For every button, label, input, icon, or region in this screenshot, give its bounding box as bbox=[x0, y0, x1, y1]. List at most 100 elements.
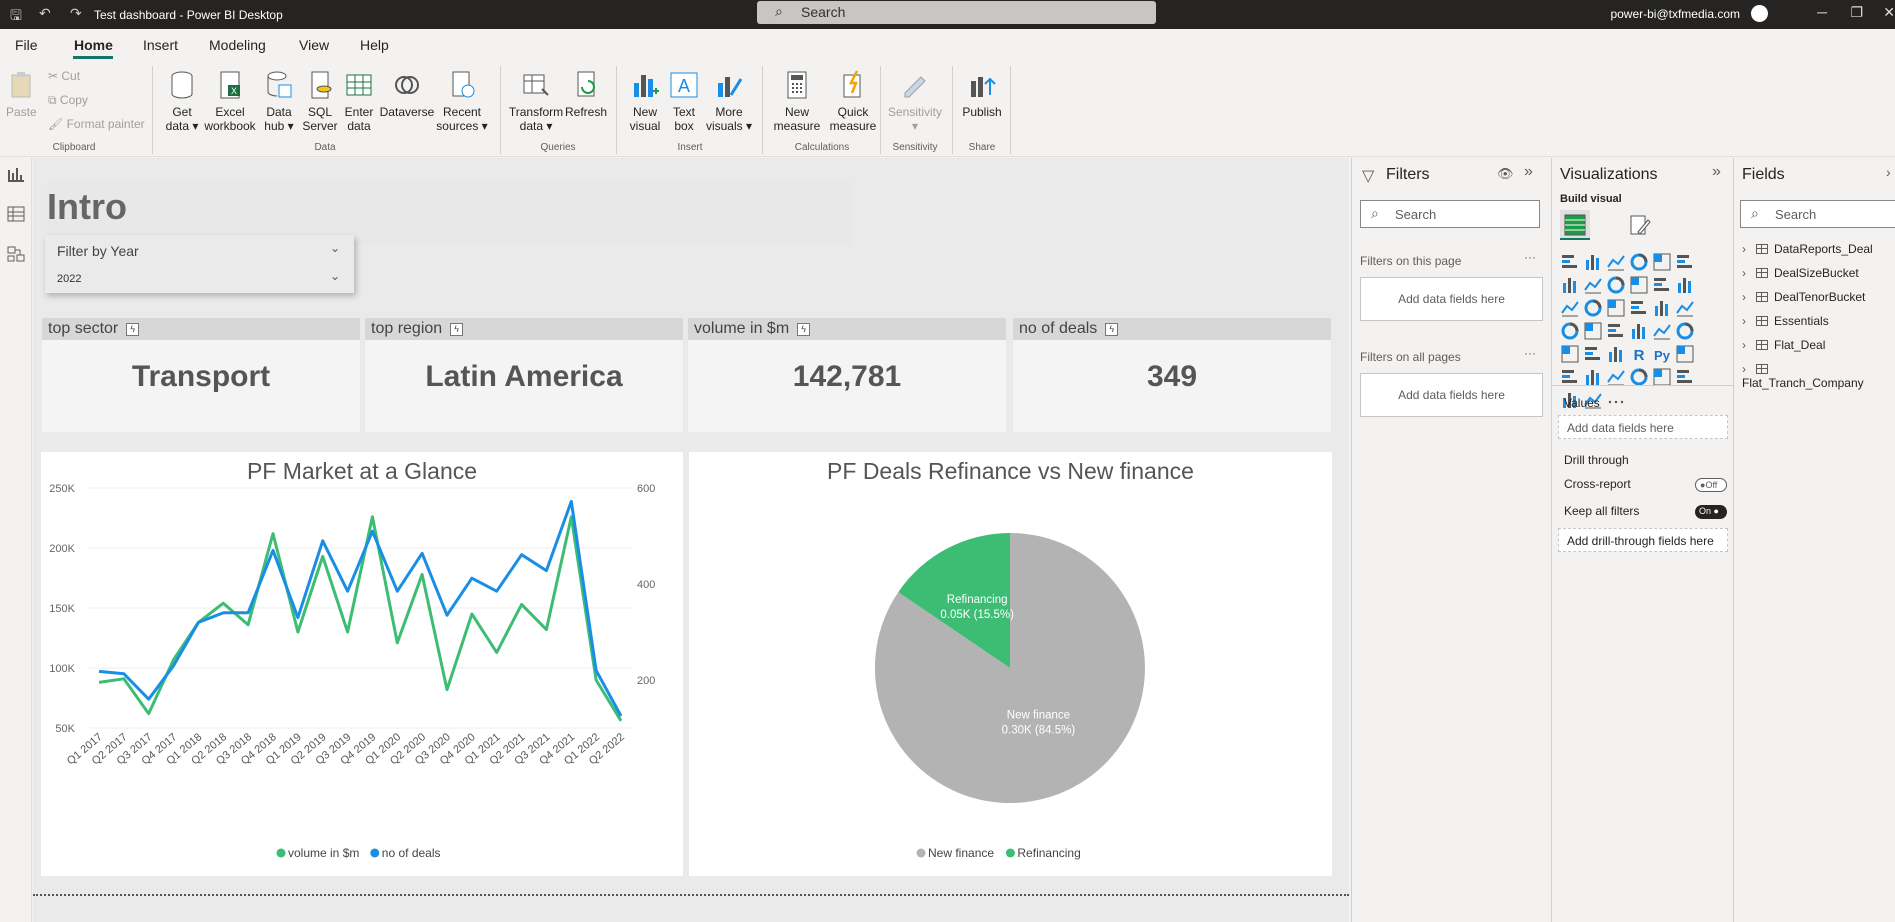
format-visual-icon[interactable] bbox=[1628, 214, 1652, 238]
card-deal-count[interactable]: no of deals ϟ 349 bbox=[1013, 318, 1331, 432]
fields-search[interactable]: ⌕ Search bbox=[1740, 200, 1895, 228]
gauge-icon[interactable] bbox=[1606, 321, 1626, 341]
menu-home[interactable]: Home bbox=[74, 37, 113, 53]
new-visual-button[interactable]: New visual bbox=[624, 69, 666, 133]
scatter-icon[interactable] bbox=[1606, 298, 1626, 318]
quick-measure-button[interactable]: Quick measure bbox=[826, 69, 880, 133]
collapse-icon[interactable]: › bbox=[1886, 164, 1891, 180]
slicer-icon[interactable] bbox=[1560, 344, 1580, 364]
kpi-icon[interactable] bbox=[1675, 321, 1695, 341]
cross-report-toggle[interactable]: ●Off bbox=[1695, 478, 1727, 492]
100-bar-icon[interactable] bbox=[1652, 252, 1672, 272]
transform-data-button[interactable]: Transform data ▾ bbox=[508, 69, 564, 133]
eye-icon[interactable]: 👁 bbox=[1497, 166, 1514, 181]
build-visual-tab[interactable] bbox=[1560, 210, 1590, 240]
data-hub-button[interactable]: Data hub ▾ bbox=[260, 69, 298, 133]
filters-page-well[interactable]: Add data fields here bbox=[1360, 277, 1543, 321]
power-automate-icon[interactable] bbox=[1560, 390, 1580, 410]
qa-icon[interactable] bbox=[1583, 367, 1603, 387]
close-icon[interactable]: ✕ bbox=[1883, 4, 1895, 20]
avatar[interactable] bbox=[1751, 5, 1768, 22]
card-icon[interactable] bbox=[1629, 321, 1649, 341]
field-table-item[interactable]: › DealTenorBucket bbox=[1742, 290, 1866, 304]
menu-insert[interactable]: Insert bbox=[143, 37, 179, 53]
format-painter-button[interactable]: 🖌 Format painter bbox=[48, 117, 145, 131]
sql-server-button[interactable]: SQL Server bbox=[301, 69, 339, 133]
key-influencers-icon[interactable] bbox=[1675, 344, 1695, 364]
menu-file[interactable]: File bbox=[15, 37, 38, 53]
decomposition-tree-icon[interactable] bbox=[1560, 367, 1580, 387]
card-top-sector[interactable]: top sector ϟ Transport bbox=[42, 318, 360, 432]
power-automate-flow-icon[interactable] bbox=[1583, 390, 1603, 410]
clustered-column-icon[interactable] bbox=[1629, 252, 1649, 272]
100-column-icon[interactable] bbox=[1675, 252, 1695, 272]
undo-icon[interactable]: ↶ bbox=[39, 5, 51, 21]
map-icon[interactable] bbox=[1560, 321, 1580, 341]
collapse-icon[interactable]: » bbox=[1712, 163, 1721, 180]
cut-button[interactable]: ✂ Cut bbox=[48, 69, 81, 83]
chevron-down-icon[interactable]: ⌄ bbox=[329, 269, 340, 283]
more-options-icon[interactable]: ··· bbox=[1524, 346, 1536, 360]
field-table-item[interactable]: › Essentials bbox=[1742, 314, 1829, 328]
line-column-icon[interactable] bbox=[1629, 275, 1649, 295]
funnel-chart-icon[interactable] bbox=[1583, 298, 1603, 318]
more-visuals-button[interactable]: More visuals ▾ bbox=[704, 69, 754, 133]
area-chart-icon[interactable] bbox=[1583, 275, 1603, 295]
enter-data-button[interactable]: Enter data bbox=[340, 69, 378, 133]
save-icon[interactable]: 🖫 bbox=[10, 7, 22, 23]
clustered-bar-icon[interactable] bbox=[1606, 252, 1626, 272]
menu-help[interactable]: Help bbox=[360, 37, 389, 53]
field-table-item[interactable]: › Flat_Deal bbox=[1742, 338, 1826, 352]
line-chart-visual[interactable]: PF Market at a Glance 250K 200K 150K 100K 50… bbox=[41, 452, 683, 876]
stacked-area-icon[interactable] bbox=[1606, 275, 1626, 295]
drill-through-well[interactable]: Add drill-through fields here bbox=[1558, 528, 1728, 552]
pie-chart-icon[interactable] bbox=[1629, 298, 1649, 318]
multirow-card-icon[interactable] bbox=[1652, 321, 1672, 341]
model-view-icon[interactable] bbox=[7, 246, 25, 262]
text-box-button[interactable]: A Text box bbox=[666, 69, 702, 133]
stacked-bar-icon[interactable] bbox=[1560, 252, 1580, 272]
r-visual-icon[interactable]: R bbox=[1629, 344, 1649, 364]
copy-button[interactable]: ⧉ Copy bbox=[48, 93, 88, 107]
menu-view[interactable]: View bbox=[299, 37, 330, 53]
menu-modeling[interactable]: Modeling bbox=[209, 37, 266, 53]
chevron-down-icon[interactable]: ⌄ bbox=[329, 241, 340, 255]
report-view-icon[interactable] bbox=[7, 166, 25, 182]
line-clustered-icon[interactable] bbox=[1652, 275, 1672, 295]
new-measure-button[interactable]: New measure bbox=[770, 69, 824, 133]
redo-icon[interactable]: ↷ bbox=[70, 5, 82, 21]
more-visuals-icon[interactable] bbox=[1606, 390, 1626, 410]
values-well[interactable]: Add data fields here bbox=[1558, 415, 1728, 439]
paste-button[interactable]: Paste bbox=[6, 69, 37, 119]
stacked-column-icon[interactable] bbox=[1583, 252, 1603, 272]
line-chart-icon[interactable] bbox=[1560, 275, 1580, 295]
matrix-icon[interactable] bbox=[1606, 344, 1626, 364]
paginated-report-icon[interactable] bbox=[1652, 367, 1672, 387]
data-view-icon[interactable] bbox=[7, 206, 25, 222]
card-volume[interactable]: volume in $m ϟ 142,781 bbox=[688, 318, 1006, 432]
card-top-region[interactable]: top region ϟ Latin America bbox=[365, 318, 683, 432]
field-table-item[interactable]: › DataReports_Deal bbox=[1742, 242, 1873, 256]
search-bar[interactable]: ⌕ Search bbox=[757, 1, 1156, 24]
sensitivity-button[interactable]: Sensitivity ▾ bbox=[886, 69, 944, 133]
restore-icon[interactable]: ❐ bbox=[1850, 4, 1863, 20]
collapse-icon[interactable]: » bbox=[1524, 163, 1533, 180]
refresh-button[interactable]: Refresh bbox=[564, 69, 608, 119]
waterfall-icon[interactable] bbox=[1560, 298, 1580, 318]
filters-all-well[interactable]: Add data fields here bbox=[1360, 373, 1543, 417]
treemap-icon[interactable] bbox=[1675, 298, 1695, 318]
publish-button[interactable]: Publish bbox=[960, 69, 1004, 119]
year-slicer[interactable]: Filter by Year ⌄ 2022 ⌄ bbox=[45, 235, 354, 293]
power-apps-icon[interactable] bbox=[1675, 367, 1695, 387]
ribbon-chart-icon[interactable] bbox=[1675, 275, 1695, 295]
python-visual-icon[interactable]: Py bbox=[1652, 344, 1672, 364]
get-data-button[interactable]: Get data ▾ bbox=[160, 69, 204, 133]
filters-search[interactable]: ⌕ Search bbox=[1360, 200, 1540, 228]
dataverse-button[interactable]: Dataverse bbox=[379, 69, 435, 119]
field-table-item[interactable]: ›Flat_Tranch_Company bbox=[1742, 362, 1864, 390]
recent-sources-button[interactable]: Recent sources ▾ bbox=[436, 69, 488, 133]
more-options-icon[interactable]: ··· bbox=[1524, 250, 1536, 264]
goals-icon[interactable] bbox=[1629, 367, 1649, 387]
donut-icon[interactable] bbox=[1652, 298, 1672, 318]
filled-map-icon[interactable] bbox=[1583, 321, 1603, 341]
